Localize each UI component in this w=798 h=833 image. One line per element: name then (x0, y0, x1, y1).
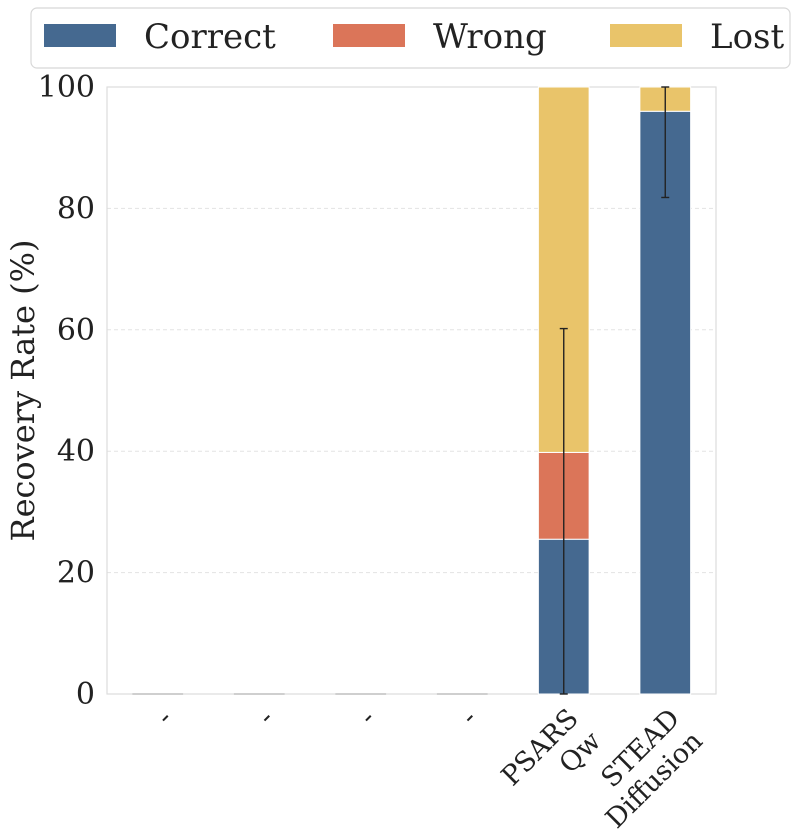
legend-label: Lost (710, 17, 784, 57)
legend-swatch (333, 24, 405, 47)
legend-label: Wrong (433, 17, 547, 57)
bars (132, 86, 692, 695)
y-tick-label: 80 (57, 191, 95, 226)
plot-area-frame (106, 86, 717, 695)
legend-item-wrong: Wrong (333, 17, 547, 57)
legend-box (30, 7, 791, 69)
x-tick-label: PSARSQw (496, 703, 608, 815)
svg-text:STEADDiffusion: STEADDiffusion (577, 703, 709, 833)
gridlines (107, 207, 716, 574)
svg-text:-: - (150, 703, 178, 731)
y-tick-label: 100 (38, 70, 95, 105)
x-tick-label: - (455, 703, 483, 731)
legend-swatch (610, 24, 682, 47)
legend-label: Correct (144, 17, 276, 57)
legend-item-correct: Correct (44, 17, 276, 57)
y-tick-label: 0 (76, 677, 95, 712)
x-tick-label: - (252, 703, 280, 731)
y-axis-label: Recovery Rate (%) (4, 239, 42, 541)
x-tick-label: - (353, 703, 381, 731)
x-tick-label: - (150, 703, 178, 731)
legend-swatch (44, 24, 116, 47)
svg-text:-: - (455, 703, 483, 731)
legend-item-lost: Lost (610, 17, 784, 57)
x-tick-label: STEADDiffusion (577, 703, 709, 833)
svg-text:PSARSQw: PSARSQw (496, 703, 608, 815)
bar-segment-correct (639, 110, 692, 695)
y-tick-label: 60 (57, 313, 95, 348)
error-bars (559, 86, 670, 695)
svg-text:-: - (353, 703, 381, 731)
y-tick-label: 40 (57, 434, 95, 469)
y-tick-label: 20 (57, 556, 95, 591)
svg-text:-: - (252, 703, 280, 731)
y-axis-ticks: 0 20 40 60 80 100 (38, 70, 95, 712)
legend: Correct Wrong Lost (30, 7, 791, 69)
